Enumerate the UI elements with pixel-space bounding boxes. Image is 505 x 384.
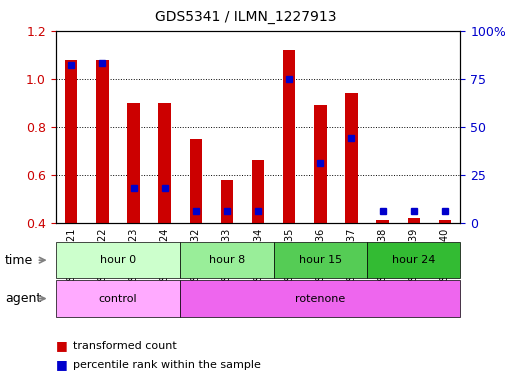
Bar (220, 180, 233, 223)
Text: hour 8: hour 8 (209, 255, 244, 265)
Bar (189, 139, 201, 223)
Bar (127, 103, 139, 223)
Bar (438, 220, 450, 223)
Text: transformed count: transformed count (73, 341, 177, 351)
Text: ■: ■ (56, 339, 67, 352)
Bar (65, 60, 77, 223)
Text: percentile rank within the sample: percentile rank within the sample (73, 360, 261, 370)
Text: control: control (98, 293, 137, 304)
Text: hour 0: hour 0 (99, 255, 136, 265)
Bar (407, 218, 419, 223)
Bar (376, 220, 388, 223)
Bar (344, 93, 357, 223)
Text: hour 15: hour 15 (298, 255, 341, 265)
Text: ■: ■ (56, 358, 67, 371)
Bar (314, 105, 326, 223)
Text: hour 24: hour 24 (391, 255, 435, 265)
Text: time: time (5, 254, 33, 266)
Bar (282, 50, 295, 223)
Text: rotenone: rotenone (294, 293, 345, 304)
Text: GDS5341 / ILMN_1227913: GDS5341 / ILMN_1227913 (155, 10, 336, 23)
Bar (251, 161, 264, 223)
Text: agent: agent (5, 292, 41, 305)
Bar (96, 60, 109, 223)
Bar (158, 103, 171, 223)
